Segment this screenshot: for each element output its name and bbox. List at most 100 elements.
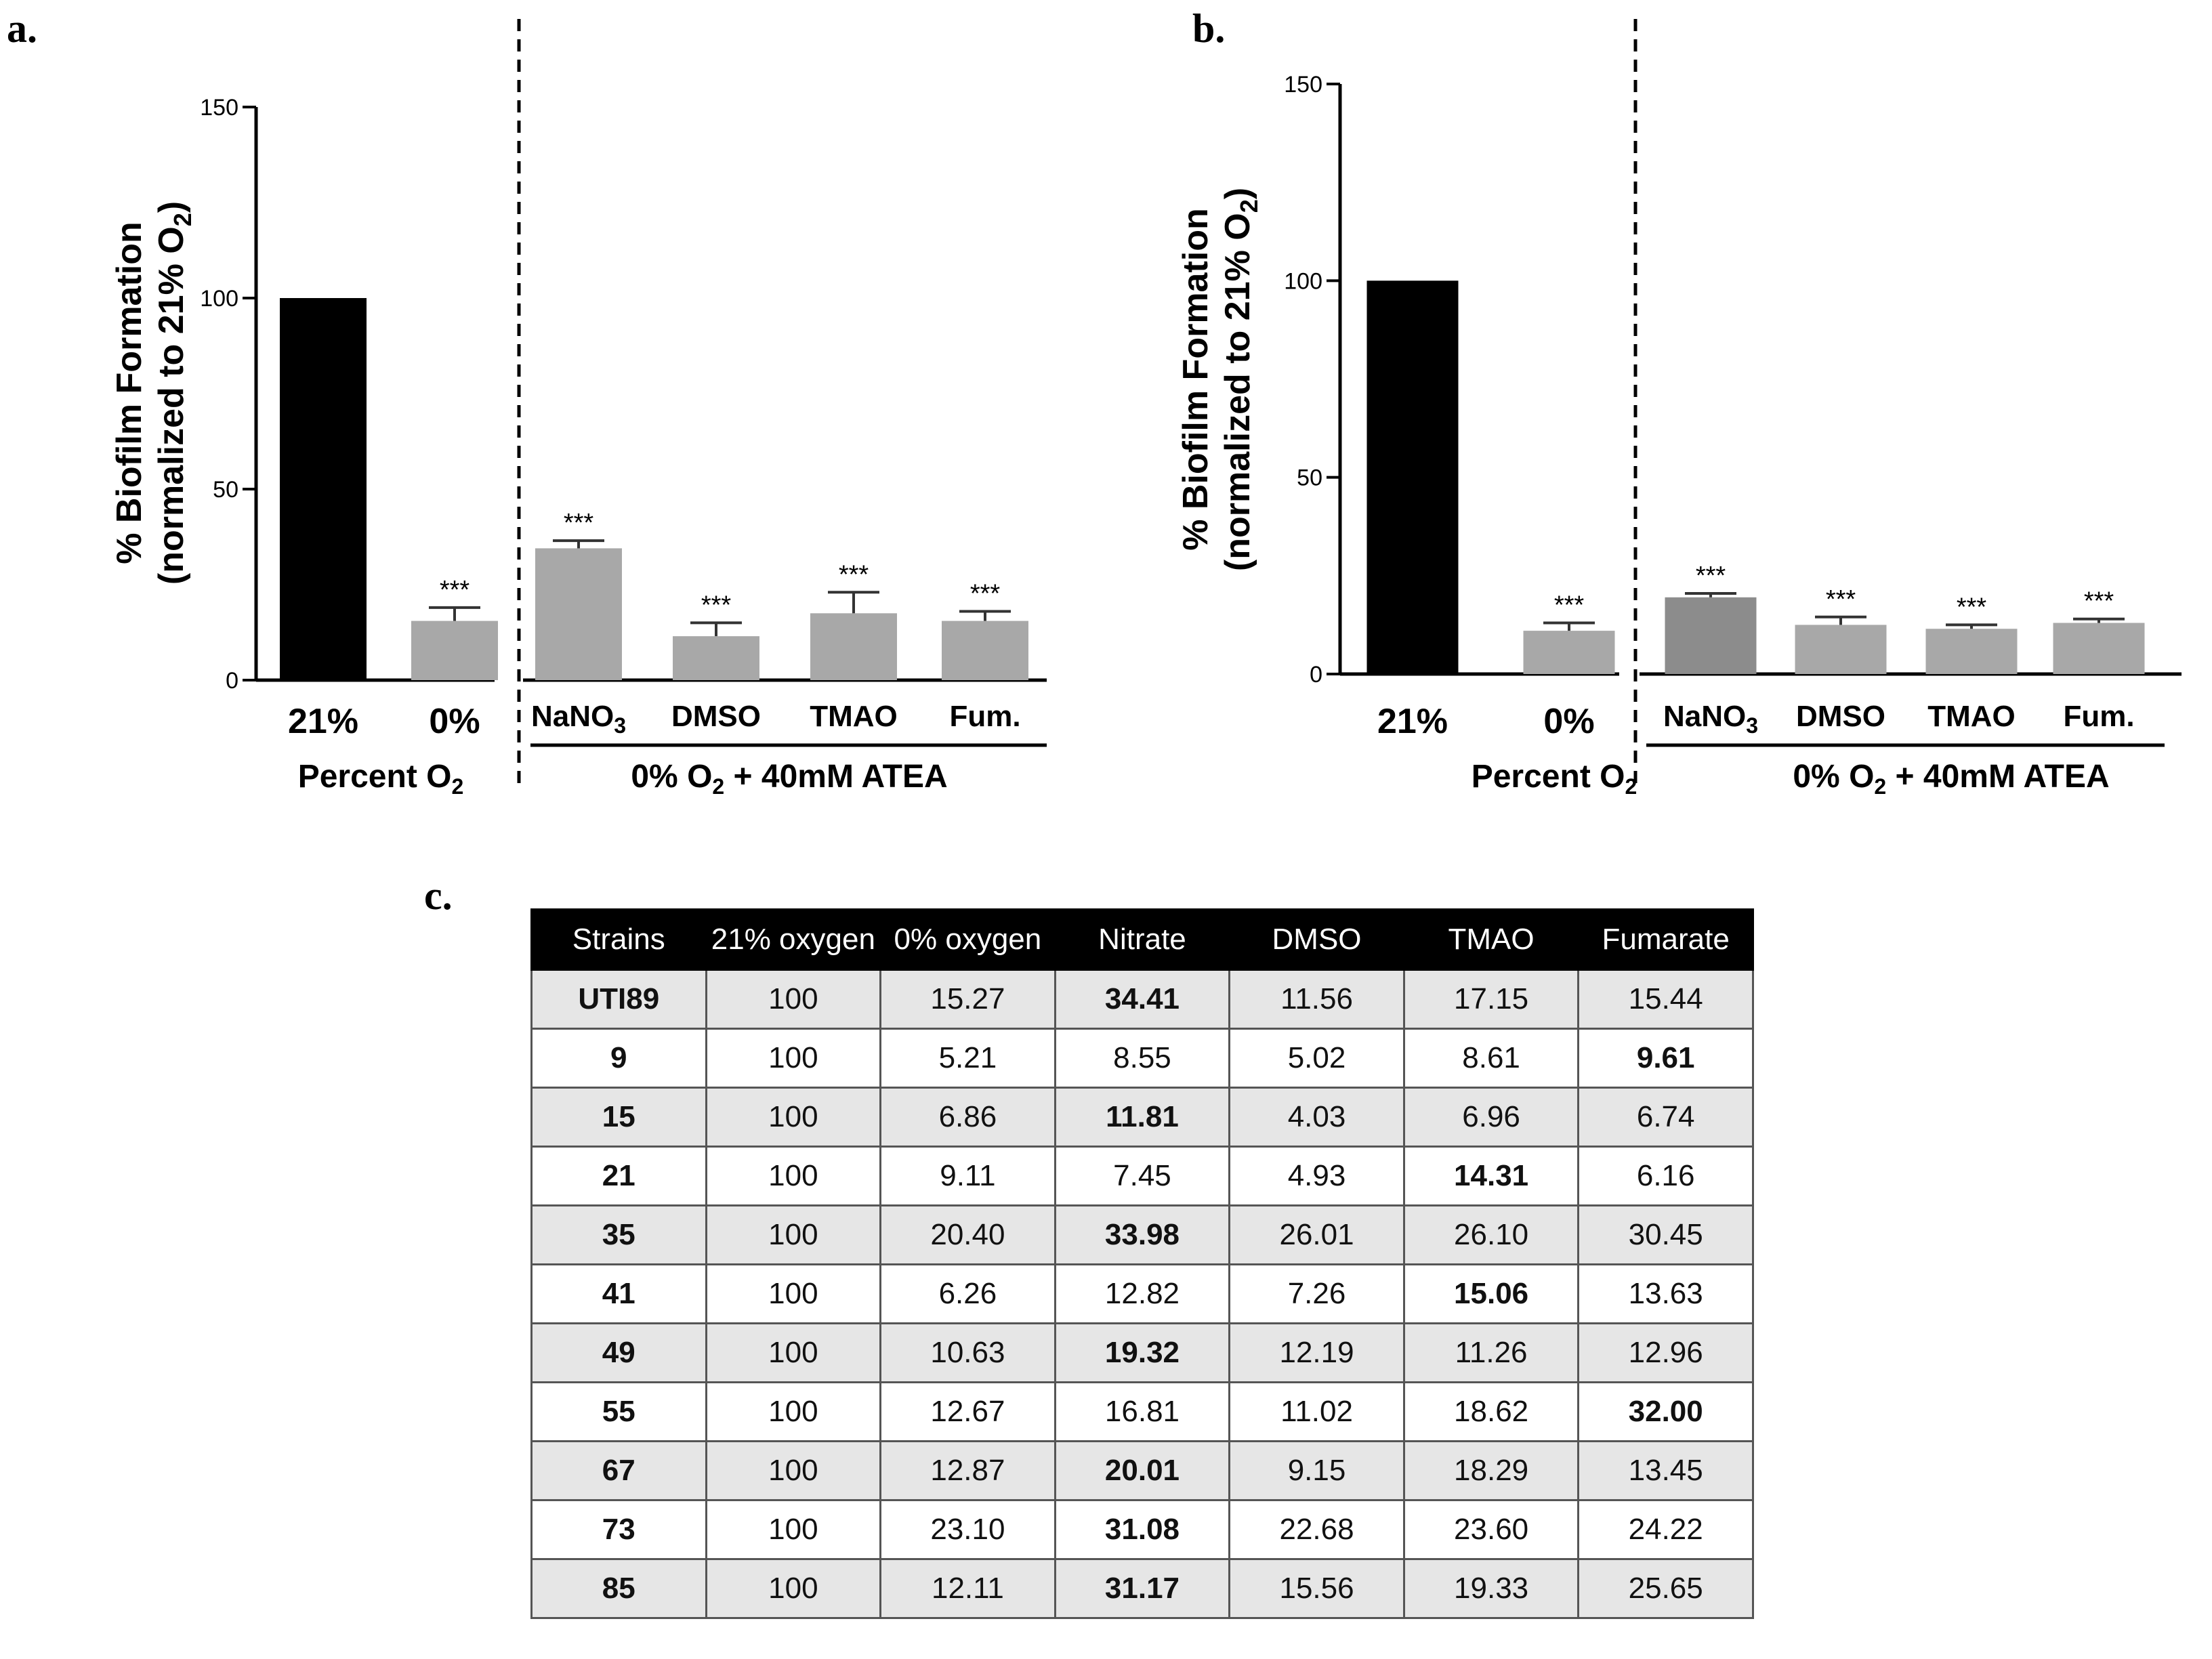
- table-cell: 9.11: [879, 1146, 1056, 1206]
- table-row: 21 100 9.11 7.45 4.93 14.31 6.16: [530, 1146, 1754, 1206]
- table-header-cell: Strains: [530, 908, 707, 971]
- table-header-cell: TMAO: [1402, 908, 1580, 971]
- table-row: 55 100 12.67 16.81 11.02 18.62 32.00: [530, 1381, 1754, 1442]
- table-cell: 20.40: [879, 1204, 1056, 1265]
- y-tick-label: 0: [1310, 662, 1322, 688]
- table-cell: 31.08: [1053, 1499, 1231, 1560]
- significance-label: ***: [701, 591, 732, 619]
- table-header-cell: Fumarate: [1577, 908, 1754, 971]
- table-cell: 33.98: [1053, 1204, 1231, 1265]
- panel-a-plot: 0 50 100 150 21% *** 0% *** NaNO3 *** DMSO *** TMAO *…: [200, 19, 1047, 791]
- table-cell: 34.41: [1053, 969, 1231, 1030]
- table-cell: 11.56: [1228, 969, 1405, 1030]
- category-label: Fum.: [2063, 700, 2134, 733]
- table-cell: 100: [705, 1558, 882, 1619]
- panel-b-group2-label: 0% O2 + 40mM ATEA: [1793, 759, 2109, 799]
- table-cell: 23.60: [1402, 1499, 1580, 1560]
- strain-data-table: Strains 21% oxygen 0% oxygen Nitrate DMSO TMA…: [530, 908, 1754, 1619]
- table-cell: 24.22: [1577, 1499, 1754, 1560]
- table-cell: 6.86: [879, 1087, 1056, 1148]
- strain-cell: UTI89: [530, 969, 707, 1030]
- table-cell: 100: [705, 1263, 882, 1324]
- table-cell: 7.26: [1228, 1263, 1405, 1324]
- table-cell: 18.62: [1402, 1381, 1580, 1442]
- panel-a-letter: a.: [7, 6, 37, 51]
- table-cell: 26.01: [1228, 1204, 1405, 1265]
- table-row: 85 100 12.11 31.17 15.56 19.33 25.65: [530, 1558, 1754, 1619]
- category-label: 0%: [429, 702, 480, 741]
- y-tick-label: 0: [226, 668, 238, 694]
- table-header-cell: Nitrate: [1053, 908, 1231, 971]
- table-cell: 19.32: [1053, 1322, 1231, 1383]
- table-cell: 11.02: [1228, 1381, 1405, 1442]
- significance-label: ***: [440, 576, 470, 604]
- table-cell: 100: [705, 969, 882, 1030]
- panel-b-plot: 0 50 100 150 21% *** 0% *** NaNO3 *** DMSO *** TMAO *…: [1284, 19, 2182, 791]
- table-cell: 8.55: [1053, 1028, 1231, 1089]
- table-header-row: Strains 21% oxygen 0% oxygen Nitrate DMSO TMA…: [530, 908, 1754, 971]
- panel-b-letter: b.: [1192, 6, 1225, 51]
- table-cell: 15.56: [1228, 1558, 1405, 1619]
- table-cell: 9.15: [1228, 1440, 1405, 1501]
- category-label: NaNO3: [531, 700, 626, 738]
- table-row: 73 100 23.10 31.08 22.68 23.60 24.22: [530, 1499, 1754, 1560]
- table-row: UTI89 100 15.27 34.41 11.56 17.15 15.44: [530, 969, 1754, 1030]
- table-cell: 18.29: [1402, 1440, 1580, 1501]
- y-tick-label: 100: [200, 286, 238, 312]
- table-header-cell: 21% oxygen: [705, 908, 882, 971]
- table-cell: 100: [705, 1204, 882, 1265]
- table-cell: 7.45: [1053, 1146, 1231, 1206]
- table-cell: 100: [705, 1087, 882, 1148]
- bar: [1665, 597, 1757, 674]
- table-body: UTI89 100 15.27 34.41 11.56 17.15 15.44 9 100 5.2…: [530, 969, 1754, 1619]
- table-cell: 15.44: [1577, 969, 1754, 1030]
- table-cell: 100: [705, 1028, 882, 1089]
- y-tick-label: 150: [200, 95, 238, 121]
- significance-label: ***: [1957, 593, 1987, 621]
- significance-label: ***: [839, 560, 869, 589]
- table-cell: 6.26: [879, 1263, 1056, 1324]
- table-cell: 5.02: [1228, 1028, 1405, 1089]
- strain-cell: 35: [530, 1204, 707, 1265]
- strain-cell: 21: [530, 1146, 707, 1206]
- panel-a-y-axis-title: % Biofilm Formation (normalized to 21% O…: [110, 201, 196, 585]
- strain-cell: 41: [530, 1263, 707, 1324]
- category-label: NaNO3: [1663, 700, 1758, 738]
- strain-cell: 49: [530, 1322, 707, 1383]
- table-cell: 4.93: [1228, 1146, 1405, 1206]
- bar: [1795, 625, 1887, 674]
- table-cell: 12.11: [879, 1558, 1056, 1619]
- table-cell: 9.61: [1577, 1028, 1754, 1089]
- y-tick-label: 100: [1284, 268, 1322, 294]
- category-label: TMAO: [810, 700, 898, 733]
- bar: [673, 636, 759, 680]
- table-header-cell: DMSO: [1228, 908, 1405, 971]
- category-label: DMSO: [1796, 700, 1885, 733]
- table-cell: 100: [705, 1381, 882, 1442]
- table-cell: 12.96: [1577, 1322, 1754, 1383]
- table-cell: 25.65: [1577, 1558, 1754, 1619]
- bar: [942, 621, 1028, 680]
- table-cell: 20.01: [1053, 1440, 1231, 1501]
- table-cell: 12.67: [879, 1381, 1056, 1442]
- table-row: 35 100 20.40 33.98 26.01 26.10 30.45: [530, 1204, 1754, 1265]
- table-cell: 13.45: [1577, 1440, 1754, 1501]
- category-label: 21%: [1377, 702, 1448, 741]
- y-axis-title-line1: % Biofilm Formation: [1176, 208, 1215, 551]
- strain-cell: 85: [530, 1558, 707, 1619]
- bar: [535, 548, 622, 680]
- table-cell: 10.63: [879, 1322, 1056, 1383]
- bar: [810, 613, 897, 680]
- category-label: 21%: [288, 702, 358, 741]
- table-cell: 22.68: [1228, 1499, 1405, 1560]
- bar: [280, 298, 367, 680]
- panel-a-chart: a. % Biofilm Formation (normalized to 21…: [7, 6, 1047, 799]
- strain-cell: 15: [530, 1087, 707, 1148]
- table-cell: 11.81: [1053, 1087, 1231, 1148]
- table-cell: 8.61: [1402, 1028, 1580, 1089]
- bar: [411, 621, 498, 680]
- table-cell: 19.33: [1402, 1558, 1580, 1619]
- table-cell: 6.16: [1577, 1146, 1754, 1206]
- y-tick-label: 50: [213, 477, 238, 503]
- table-cell: 26.10: [1402, 1204, 1580, 1265]
